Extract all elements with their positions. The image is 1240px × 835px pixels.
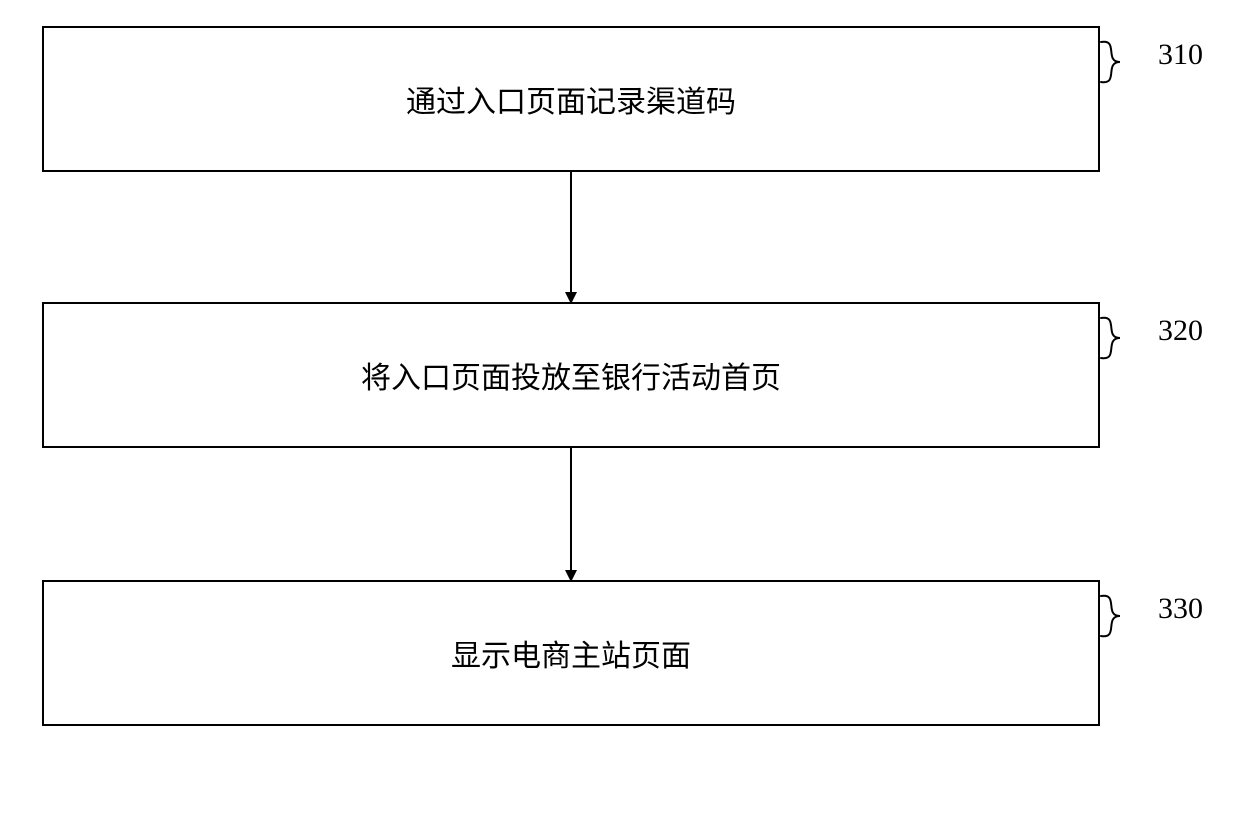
reference-label-310: 310 <box>1158 38 1203 72</box>
flow-step-label: 将入口页面投放至银行活动首页 <box>361 353 781 397</box>
flow-step-label: 通过入口页面记录渠道码 <box>406 77 736 121</box>
reference-squiggle <box>1101 596 1120 637</box>
reference-label-320: 320 <box>1158 314 1203 348</box>
reference-squiggle <box>1101 318 1120 359</box>
flow-step-label: 显示电商主站页面 <box>451 631 691 675</box>
reference-squiggle <box>1101 42 1120 83</box>
flowchart-canvas: 通过入口页面记录渠道码 310 将入口页面投放至银行活动首页 320 显示电商主站页面 3… <box>0 0 1240 835</box>
flow-step-330: 显示电商主站页面 <box>42 580 1100 726</box>
flow-step-320: 将入口页面投放至银行活动首页 <box>42 302 1100 448</box>
flow-step-310: 通过入口页面记录渠道码 <box>42 26 1100 172</box>
reference-label-330: 330 <box>1158 592 1203 626</box>
squiggles-group <box>1101 42 1120 637</box>
